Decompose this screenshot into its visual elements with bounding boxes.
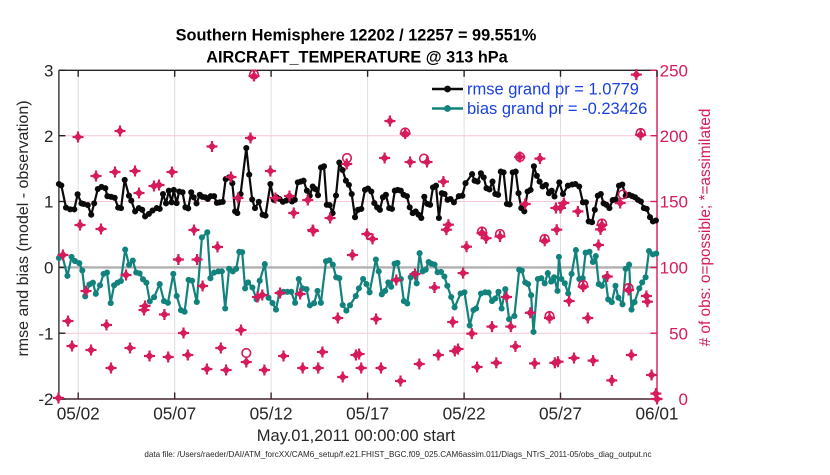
svg-text:0: 0 bbox=[679, 390, 688, 409]
svg-text:150: 150 bbox=[660, 193, 688, 212]
svg-text:0: 0 bbox=[44, 259, 53, 278]
svg-text:AIRCRAFT_TEMPERATURE @ 313 hPa: AIRCRAFT_TEMPERATURE @ 313 hPa bbox=[206, 49, 508, 67]
svg-text:rmse and bias (model - observa: rmse and bias (model - observation) bbox=[15, 100, 32, 356]
svg-text:06/01: 06/01 bbox=[635, 404, 678, 424]
svg-text:05/17: 05/17 bbox=[346, 404, 389, 424]
svg-text:# of obs: o=possible; *=assimi: # of obs: o=possible; *=assimilated bbox=[697, 109, 714, 347]
svg-text:50: 50 bbox=[669, 324, 688, 343]
svg-text:3: 3 bbox=[44, 62, 53, 81]
svg-text:05/02: 05/02 bbox=[57, 404, 100, 424]
svg-text:May.01,2011 00:00:00 start: May.01,2011 00:00:00 start bbox=[257, 427, 456, 445]
svg-text:rmse grand pr = 1.0779: rmse grand pr = 1.0779 bbox=[467, 81, 639, 99]
svg-text:1: 1 bbox=[44, 193, 53, 212]
svg-text:05/22: 05/22 bbox=[443, 404, 486, 424]
svg-text:250: 250 bbox=[660, 62, 688, 81]
svg-text:bias grand pr = -0.23426: bias grand pr = -0.23426 bbox=[467, 100, 647, 118]
svg-text:05/27: 05/27 bbox=[539, 404, 582, 424]
svg-text:data file: /Users/raeder/DAI/A: data file: /Users/raeder/DAI/ATM_forcXX/… bbox=[144, 450, 651, 459]
svg-text:05/07: 05/07 bbox=[153, 404, 196, 424]
svg-text:05/12: 05/12 bbox=[250, 404, 293, 424]
svg-text:2: 2 bbox=[44, 127, 53, 146]
svg-text:100: 100 bbox=[660, 259, 688, 278]
svg-text:-1: -1 bbox=[38, 324, 53, 343]
svg-text:-2: -2 bbox=[38, 390, 53, 409]
svg-text:Southern Hemisphere 12202 / 12: Southern Hemisphere 12202 / 12257 = 99.5… bbox=[176, 27, 537, 45]
svg-text:200: 200 bbox=[660, 127, 688, 146]
